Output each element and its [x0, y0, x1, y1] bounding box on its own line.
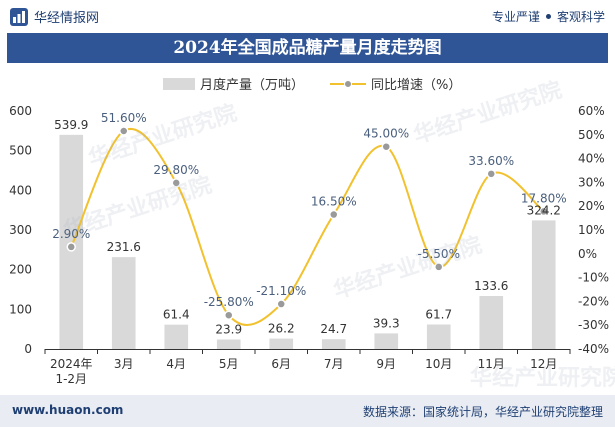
- right-axis-tick-label: 40%: [578, 152, 605, 166]
- bar-value-label: 23.9: [215, 323, 242, 337]
- x-axis-tick-label: 6月: [271, 357, 291, 371]
- right-axis-tick-label: -40%: [578, 342, 609, 356]
- growth-value-label: 16.50%: [311, 195, 357, 209]
- x-axis-tick-label: 4月: [166, 357, 186, 371]
- growth-value-label: -5.50%: [418, 247, 460, 261]
- tagline: 专业严谨 客观科学: [492, 8, 605, 25]
- bar: [531, 220, 556, 349]
- bar: [321, 339, 346, 349]
- growth-value-label: 29.80%: [153, 163, 199, 177]
- growth-value-label: -25.80%: [204, 295, 254, 309]
- left-axis-tick-label: 200: [9, 263, 32, 277]
- tagline-dot-icon: [545, 14, 551, 19]
- growth-marker: [171, 178, 181, 188]
- tagline-2: 客观科学: [556, 10, 605, 24]
- x-axis-tick-label: 12月: [530, 357, 557, 371]
- right-axis-tick-label: 60%: [578, 104, 605, 118]
- x-axis-tick-label: 7月: [324, 357, 344, 371]
- growth-marker: [66, 242, 76, 252]
- right-axis-tick-label: -10%: [578, 271, 609, 285]
- bar: [59, 134, 84, 349]
- right-axis-tick-label: 30%: [578, 175, 605, 189]
- footer-source: 数据来源：国家统计局，华经产业研究院整理: [362, 405, 603, 419]
- bar-value-label: 231.6: [107, 240, 141, 254]
- left-axis-tick-label: 400: [9, 183, 32, 197]
- tagline-1: 专业严谨: [491, 10, 540, 24]
- bar: [426, 324, 451, 349]
- x-axis-tick-label: 2024年: [50, 357, 93, 371]
- growth-marker: [381, 141, 391, 152]
- left-axis-tick-label: 500: [9, 144, 32, 158]
- growth-value-label: 45.00%: [363, 127, 409, 141]
- right-axis-tick-label: 0%: [578, 247, 597, 261]
- top-bar: 华经情报网 专业严谨 客观科学: [0, 0, 615, 32]
- growth-marker: [119, 126, 129, 136]
- bar-value-label: 24.7: [320, 322, 347, 336]
- left-axis-tick-label: 300: [9, 223, 32, 237]
- chart-plot: 月度产量（万吨） 同比增速（%） 0 100 200 300 400 500 600 -40% -3…: [9, 77, 609, 386]
- bar: [164, 324, 189, 349]
- legend-marker-line: [344, 80, 352, 88]
- bar-value-label: 61.7: [425, 308, 452, 322]
- growth-marker: [224, 310, 234, 320]
- x-axis-tick-label: 3月: [114, 357, 134, 371]
- bar-value-label: 324.2: [527, 203, 561, 217]
- bar: [216, 339, 241, 349]
- bar-value-label: 39.3: [373, 316, 400, 330]
- growth-marker: [434, 262, 444, 272]
- left-axis-tick-label: 0: [24, 342, 32, 356]
- footer-website: www.huaon.com: [12, 403, 124, 417]
- brand-logo-icon: [10, 7, 28, 26]
- x-axis-tick-label: 10月: [425, 357, 452, 371]
- growth-value-label: 51.60%: [101, 111, 147, 125]
- growth-value-label: 2.90%: [52, 227, 90, 241]
- left-axis-tick-label: 100: [9, 302, 32, 316]
- x-axis-tick-label: 1-2月: [55, 372, 87, 386]
- bar: [269, 338, 294, 349]
- brand: 华经情报网: [10, 7, 99, 26]
- growth-value-label: 17.80%: [521, 191, 567, 205]
- legend-label-line: 同比增速（%）: [371, 78, 461, 93]
- bar-value-label: 539.9: [54, 118, 88, 132]
- right-axis-tick-label: -30%: [578, 318, 609, 332]
- bar-value-label: 61.4: [163, 308, 190, 322]
- footer: www.huaon.com 数据来源：国家统计局，华经产业研究院整理: [0, 395, 615, 427]
- x-axis-tick-label: 5月: [219, 357, 239, 371]
- growth-value-label: -21.10%: [256, 284, 306, 298]
- bar: [111, 257, 136, 349]
- left-axis-tick-label: 600: [9, 104, 32, 118]
- chart-title: 2024年全国成品糖产量月度走势图: [7, 33, 608, 63]
- growth-line: [70, 128, 545, 327]
- growth-marker: [539, 206, 549, 217]
- x-axis-tick-label: 9月: [376, 357, 396, 371]
- bar-value-label: 26.2: [268, 322, 295, 336]
- right-axis-tick-label: 10%: [578, 223, 605, 237]
- right-axis-tick-label: 50%: [578, 128, 605, 142]
- brand-name: 华经情报网: [34, 11, 100, 26]
- bar: [479, 296, 504, 349]
- x-axis-tick-label: 11月: [478, 357, 505, 371]
- growth-marker: [486, 169, 496, 179]
- bar: [374, 333, 399, 349]
- right-axis-tick-label: 20%: [578, 199, 605, 213]
- bar-value-label: 133.6: [474, 279, 508, 293]
- legend-label-bars: 月度产量（万吨）: [200, 77, 304, 93]
- growth-marker: [276, 299, 286, 309]
- legend-swatch-bars: [163, 78, 195, 90]
- growth-value-label: 33.60%: [468, 154, 514, 168]
- right-axis-tick-label: -20%: [578, 294, 609, 308]
- growth-marker: [329, 209, 339, 220]
